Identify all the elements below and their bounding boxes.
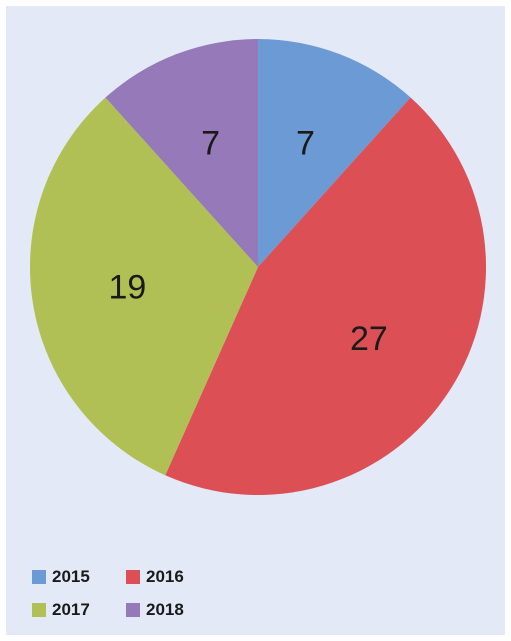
legend-item-2018: 2018: [126, 599, 220, 620]
pie-slice-2018: [105, 39, 258, 267]
pie-slice-2015: [258, 39, 411, 267]
pie-slice-label-2016: 27: [350, 320, 388, 358]
chart-legend: 2015 2016 2017 2018: [32, 566, 272, 632]
legend-row: 2017 2018: [32, 599, 272, 620]
legend-label-2016: 2016: [146, 567, 184, 586]
pie-labels: 7 27 19 7: [108, 125, 387, 359]
legend-item-2017: 2017: [32, 599, 126, 620]
legend-swatch-2015: [32, 569, 46, 584]
legend-label-2018: 2018: [146, 600, 184, 619]
legend-swatch-2017: [32, 602, 46, 617]
pie-slice-label-2017: 19: [108, 269, 146, 307]
legend-label-2017: 2017: [52, 600, 90, 619]
pie-slices: [29, 39, 487, 496]
pie-slice-label-2015: 7: [296, 125, 315, 163]
legend-label-2015: 2015: [52, 567, 90, 586]
legend-swatch-2016: [126, 569, 140, 584]
pie-slice-2016: [165, 97, 487, 496]
legend-item-2016: 2016: [126, 566, 220, 587]
pie-slice-label-2018: 7: [201, 125, 220, 163]
legend-item-2015: 2015: [32, 566, 126, 587]
legend-row: 2015 2016: [32, 566, 272, 587]
pie-slice-2017: [29, 97, 258, 476]
legend-swatch-2018: [126, 602, 140, 617]
